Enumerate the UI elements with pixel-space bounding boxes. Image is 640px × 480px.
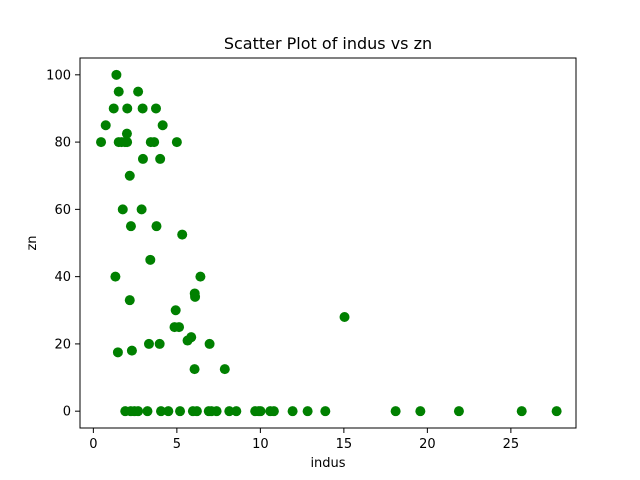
x-axis-title: indus	[310, 456, 345, 471]
data-point	[190, 291, 201, 302]
data-point	[186, 332, 197, 343]
data-point	[189, 364, 200, 375]
data-point	[133, 406, 144, 417]
data-point	[211, 406, 222, 417]
data-point	[117, 204, 128, 215]
data-point	[111, 69, 122, 80]
data-point	[136, 204, 147, 215]
data-point	[151, 221, 162, 232]
data-point	[415, 406, 426, 417]
data-point	[100, 120, 111, 131]
x-tick-label: 25	[503, 437, 520, 452]
data-point	[174, 322, 185, 333]
data-point	[137, 153, 148, 164]
data-point	[96, 137, 107, 148]
data-point	[516, 406, 527, 417]
data-point	[150, 103, 161, 114]
plot-area-frame	[79, 57, 577, 429]
data-point	[122, 103, 133, 114]
data-point	[122, 137, 133, 148]
data-point	[268, 406, 279, 417]
data-point	[170, 305, 181, 316]
x-tick-label: 0	[89, 437, 97, 452]
data-point	[145, 254, 156, 265]
data-point	[126, 345, 137, 356]
data-point	[551, 406, 562, 417]
data-point	[453, 406, 464, 417]
x-tick-label: 10	[252, 437, 269, 452]
data-point	[390, 406, 401, 417]
y-axis-title: zn	[25, 235, 40, 250]
data-point	[124, 170, 135, 181]
data-point	[157, 120, 168, 131]
data-point	[108, 103, 119, 114]
y-tick-label: 60	[54, 203, 71, 218]
data-point	[224, 406, 235, 417]
data-point	[149, 137, 160, 148]
x-tick-label: 5	[173, 437, 181, 452]
data-point	[121, 128, 132, 139]
data-point	[143, 338, 154, 349]
data-point	[171, 137, 182, 148]
x-tick-label: 15	[336, 437, 353, 452]
data-point	[302, 406, 313, 417]
data-point	[113, 86, 124, 97]
data-point	[137, 103, 148, 114]
data-point	[163, 406, 174, 417]
x-tick-label: 20	[419, 437, 436, 452]
data-point	[156, 406, 166, 417]
data-point	[112, 347, 123, 358]
data-point	[177, 229, 188, 240]
x-axis-ticks: 0 5 10 15 20 25	[89, 428, 519, 452]
data-point	[175, 406, 186, 417]
points-layer	[96, 69, 562, 417]
data-point	[191, 406, 202, 417]
data-point	[204, 338, 215, 349]
data-point	[195, 271, 206, 282]
y-tick-label: 0	[63, 405, 71, 420]
y-tick-label: 80	[54, 136, 71, 151]
y-tick-label: 100	[46, 68, 71, 83]
data-point	[133, 86, 144, 97]
data-point	[320, 406, 331, 417]
y-tick-label: 40	[54, 270, 71, 285]
data-point	[231, 406, 242, 417]
y-axis-ticks: 0 20 40 60 80 100	[46, 68, 80, 420]
chart-title: Scatter Plot of indus vs zn	[224, 34, 432, 53]
data-point	[124, 295, 135, 306]
data-point	[154, 338, 165, 349]
data-point	[255, 406, 266, 417]
data-point	[287, 406, 298, 417]
data-point	[155, 153, 166, 164]
data-point	[125, 221, 136, 232]
data-point	[339, 312, 350, 322]
data-point	[219, 364, 230, 375]
data-point	[142, 406, 153, 417]
y-tick-label: 20	[54, 337, 71, 352]
data-point	[110, 271, 121, 282]
